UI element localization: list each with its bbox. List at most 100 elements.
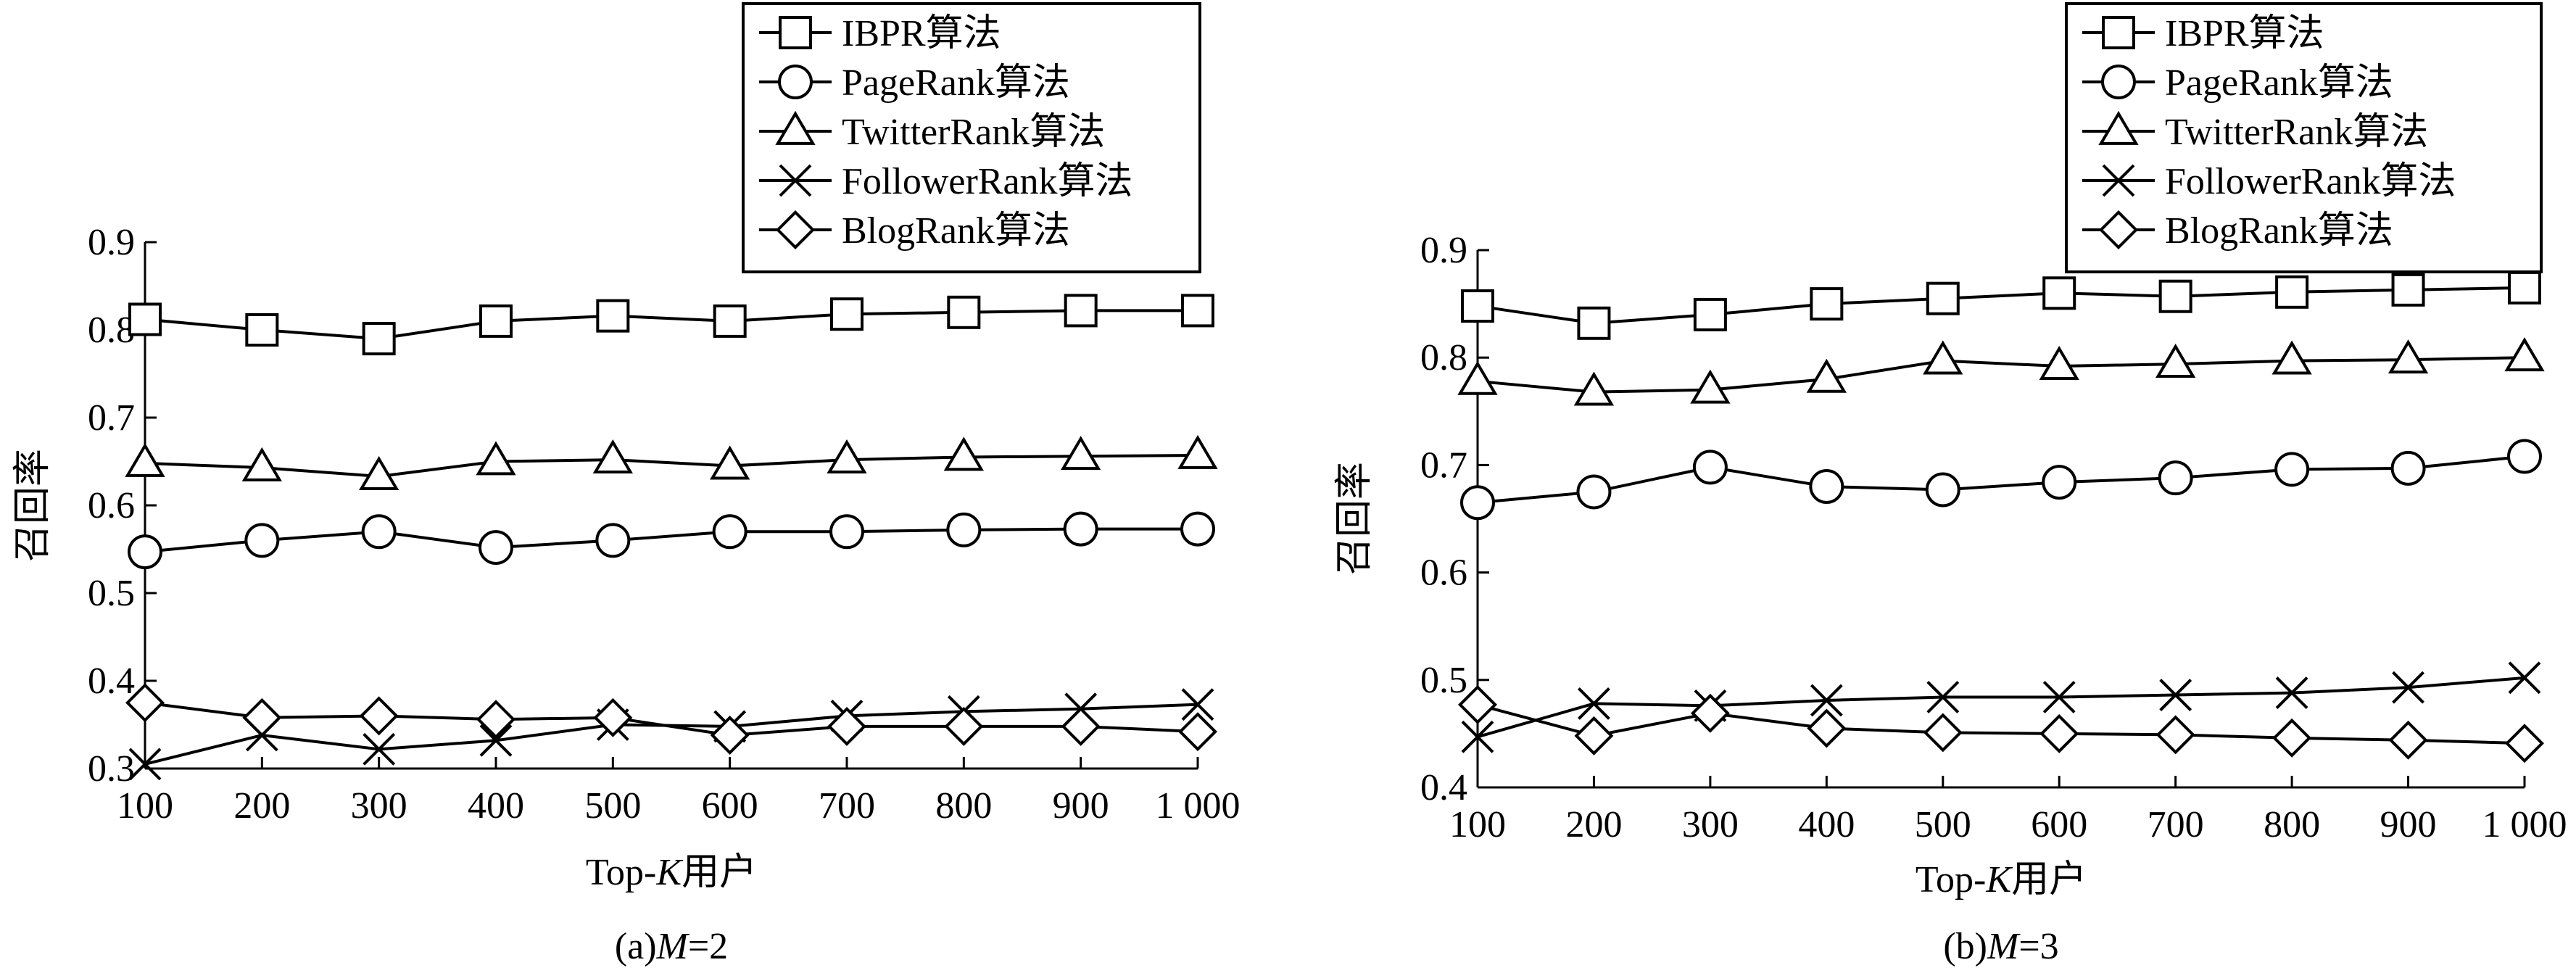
- legend-marker-circle: [2103, 66, 2134, 98]
- y-axis-title: 召回率: [1334, 462, 1375, 575]
- data-point-triangle: [1064, 439, 1098, 468]
- data-point-diamond: [1926, 715, 1960, 750]
- series-circle: [129, 513, 1214, 568]
- data-point-square: [2161, 281, 2191, 312]
- data-point-diamond: [595, 700, 630, 735]
- data-point-triangle: [244, 450, 279, 480]
- data-point-diamond: [2274, 721, 2309, 755]
- data-point-triangle: [128, 446, 162, 476]
- data-point-square: [2393, 275, 2424, 305]
- series-line: [1478, 288, 2525, 323]
- x-axis-title-suffix: 用户: [2011, 859, 2087, 900]
- data-point-diamond: [1576, 719, 1611, 753]
- data-point-circle: [246, 524, 278, 556]
- chart-b: 0.4 0.5 0.6 0.7 0.8 0.9 100 200 300 400 500 600 700 8…: [1334, 4, 2567, 967]
- data-point-square: [364, 323, 394, 354]
- x-tick-label: 1 000: [1156, 785, 1241, 827]
- y-tick-label: 0.9: [1420, 230, 1467, 271]
- chart-a: 0.3 0.4 0.5 0.6 0.7 0.8 0.9 100 200 300 400 500 600 7…: [12, 4, 1241, 967]
- legend-label: PageRank算法: [842, 62, 1070, 104]
- x-axis-title: Top-K用户: [586, 852, 757, 893]
- x-tick-label: 400: [468, 785, 524, 827]
- x-tick-label: 800: [935, 785, 992, 827]
- x-tick-label: 100: [117, 785, 173, 827]
- data-point-diamond: [2158, 717, 2193, 752]
- data-point-triangle: [829, 442, 864, 472]
- chart-caption: (a)M=2: [615, 926, 728, 967]
- data-point-diamond: [2390, 723, 2425, 758]
- y-tick-label: 0.7: [1420, 444, 1467, 486]
- data-point-circle: [1694, 451, 1726, 483]
- chart-caption: (b)M=3: [1943, 926, 2058, 967]
- series-triangle: [1460, 340, 2542, 404]
- series-square: [130, 295, 1213, 354]
- data-point-circle: [2393, 452, 2424, 484]
- data-point-square: [1811, 289, 1842, 319]
- data-point-diamond: [479, 702, 513, 737]
- caption-variable: M: [1987, 926, 2021, 967]
- legend-label: FollowerRank算法: [842, 161, 1133, 202]
- y-tick-label: 0.5: [1420, 660, 1467, 701]
- x-tick-label: 600: [702, 785, 758, 827]
- data-point-triangle: [2390, 342, 2425, 372]
- y-tick-label: 0.3: [88, 748, 135, 790]
- y-axis-title: 召回率: [12, 449, 54, 562]
- x-tick-label: 100: [1449, 804, 1506, 845]
- data-point-square: [247, 315, 277, 345]
- series-line: [145, 705, 1198, 764]
- y-tick-label: 0.4: [88, 661, 135, 702]
- data-point-diamond: [2042, 716, 2076, 751]
- data-point-triangle: [2042, 349, 2076, 378]
- caption-variable: M: [656, 926, 690, 967]
- data-point-square: [1578, 308, 1609, 339]
- data-point-triangle: [2274, 343, 2309, 373]
- data-point-square: [1695, 299, 1726, 330]
- x-axis-title-suffix: 用户: [682, 852, 757, 893]
- data-point-triangle: [1926, 343, 1960, 373]
- x-tick-label: 500: [1915, 804, 1971, 845]
- data-point-circle: [714, 516, 746, 547]
- data-point-square: [130, 304, 160, 334]
- x-tick-label: 500: [584, 785, 641, 827]
- series-circle: [1462, 441, 2540, 519]
- legend: IBPR算法 PageRank算法 TwitterRank算法 FollowerRan…: [2066, 4, 2541, 272]
- data-point-triangle: [595, 442, 630, 472]
- y-tick-label: 0.7: [88, 397, 135, 439]
- data-point-diamond: [946, 709, 981, 744]
- legend-label: PageRank算法: [2165, 62, 2393, 104]
- legend-label: BlogRank算法: [842, 210, 1070, 252]
- data-point-circle: [1462, 486, 1494, 518]
- data-point-triangle: [1576, 374, 1611, 404]
- data-point-square: [715, 306, 745, 336]
- series-line: [1478, 457, 2525, 503]
- legend-label: IBPR算法: [2165, 13, 2324, 54]
- series-line: [145, 310, 1198, 339]
- x-tick-label: 400: [1798, 804, 1855, 845]
- x-axis-title-variable: K: [655, 852, 683, 893]
- series-line: [145, 529, 1198, 552]
- data-point-square: [1928, 283, 1958, 314]
- series-line: [145, 455, 1198, 476]
- legend-marker-square: [2103, 17, 2134, 48]
- data-point-circle: [948, 514, 980, 546]
- data-point-diamond: [244, 700, 279, 735]
- x-axis-title: Top-K用户: [1916, 859, 2087, 900]
- series-line: [1478, 705, 2525, 743]
- x-axis-title-variable: K: [1985, 859, 2013, 900]
- data-point-diamond: [2507, 726, 2542, 761]
- data-point-triangle: [946, 439, 981, 469]
- data-point-square: [2044, 278, 2074, 308]
- data-point-diamond: [1693, 696, 1728, 731]
- series-square: [1462, 273, 2540, 339]
- data-point-diamond: [362, 698, 397, 733]
- caption-prefix: (a): [615, 926, 657, 967]
- legend-label: TwitterRank算法: [2165, 112, 2428, 153]
- x-tick-label: 600: [2031, 804, 2087, 845]
- x-tick-label: 1 000: [2482, 804, 2567, 845]
- data-point-square: [597, 301, 628, 331]
- y-tick-label: 0.9: [88, 222, 135, 263]
- legend-label: BlogRank算法: [2165, 210, 2393, 252]
- legend-label: IBPR算法: [842, 13, 1001, 54]
- x-axis-title-prefix: Top-: [1916, 859, 1986, 900]
